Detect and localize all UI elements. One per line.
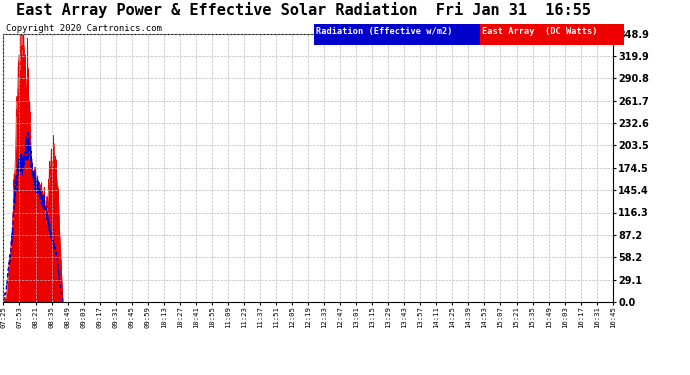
Text: East Array  (DC Watts): East Array (DC Watts) [482, 27, 597, 36]
Text: Radiation (Effective w/m2): Radiation (Effective w/m2) [316, 27, 453, 36]
Text: Copyright 2020 Cartronics.com: Copyright 2020 Cartronics.com [6, 24, 161, 33]
Text: East Array Power & Effective Solar Radiation  Fri Jan 31  16:55: East Array Power & Effective Solar Radia… [16, 2, 591, 18]
